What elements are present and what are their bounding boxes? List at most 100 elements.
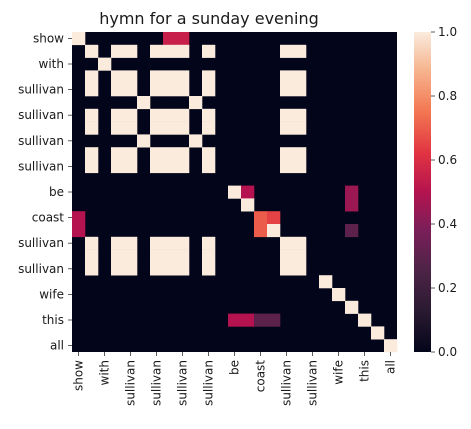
heatmap-cell [280,160,294,174]
heatmap-cell [293,236,307,250]
heatmap-cell [124,70,138,84]
colorbar [414,32,431,352]
y-tick-label: this [42,313,64,327]
heatmap-cell [85,108,99,122]
x-tick-label: with [98,360,112,385]
heatmap-cell [293,262,307,276]
heatmap-cell [189,134,203,148]
heatmap-cell [293,121,307,135]
heatmap-cell [202,236,216,250]
heatmap-cell [163,83,177,97]
heatmap-cell [280,236,294,250]
heatmap-cell [293,160,307,174]
heatmap-cell [202,147,216,161]
heatmap-cell [241,313,255,327]
colorbar-tick-label: 1.0 [438,25,457,39]
heatmap-cell [150,121,164,135]
y-tick-label: sullivan [18,83,64,97]
heatmap-cell [72,211,86,225]
heatmap-cell [150,249,164,263]
heatmap-cell [163,70,177,84]
heatmap-cell [137,96,151,110]
chart-title: hymn for a sunday evening [99,9,319,28]
heatmap-cell [85,70,99,84]
heatmap-cell [124,121,138,135]
heatmap-cell [124,44,138,58]
heatmap-cell [124,83,138,97]
heatmap-cell [176,160,190,174]
colorbar-tick-label: 0.0 [438,345,457,359]
y-tick-label: sullivan [18,159,64,173]
heatmap-cell [280,83,294,97]
heatmap-cell [111,262,125,276]
heatmap-cell [124,108,138,122]
heatmap-cell [124,160,138,174]
heatmap-cell [163,44,177,58]
heatmap-cell [293,83,307,97]
heatmap-cells [72,32,398,353]
y-tick-label: sullivan [18,134,64,148]
heatmap-cell [228,185,242,199]
heatmap-cell [85,83,99,97]
x-tick-label: all [384,360,398,374]
colorbar-tick-label: 0.6 [438,153,457,167]
heatmap-cell [293,108,307,122]
heatmap-cell [85,236,99,250]
heatmap-cell [85,121,99,135]
heatmap-cell [111,160,125,174]
heatmap-cell [267,211,281,225]
heatmap-cell [98,57,112,71]
heatmap-cell [254,211,268,225]
heatmap-cell [85,147,99,161]
heatmap-cell [124,236,138,250]
heatmap-cell [280,147,294,161]
heatmap-cell [176,44,190,58]
heatmap-cell [202,121,216,135]
x-tick-label: sullivan [280,360,294,406]
heatmap-cell [202,83,216,97]
heatmap-cell [163,108,177,122]
heatmap-cell [150,70,164,84]
heatmap-cell [72,32,86,46]
heatmap-cell [254,313,268,327]
heatmap-cell [345,198,359,212]
colorbar-tick-label: 0.8 [438,89,457,103]
heatmap-cell [85,44,99,58]
heatmap-cell [293,70,307,84]
heatmap-cell [332,288,346,302]
heatmap-cell [176,262,190,276]
heatmap-cell [111,108,125,122]
heatmap-cell [293,44,307,58]
heatmap-cell [280,44,294,58]
x-tick-label: sullivan [306,360,320,406]
heatmap-cell [124,249,138,263]
x-tick-label: sullivan [150,360,164,406]
heatmap-cell [150,236,164,250]
y-tick-label: all [50,339,64,353]
heatmap-cell [111,249,125,263]
heatmap-cell [85,249,99,263]
y-tick-label: coast [32,211,65,225]
heatmap-cell [163,160,177,174]
heatmap-cell [124,262,138,276]
heatmap-cell [202,44,216,58]
heatmap-cell [111,236,125,250]
heatmap-cell [85,262,99,276]
heatmap-cell [163,249,177,263]
heatmap-cell [280,249,294,263]
heatmap-cell [150,108,164,122]
x-tick-labels: show with sullivan sullivan sullivan sullivan… [72,352,398,406]
heatmap-cell [202,108,216,122]
x-tick-label: sullivan [176,360,190,406]
heatmap-cell [150,147,164,161]
heatmap-cell [345,300,359,314]
heatmap-cell [176,108,190,122]
heatmap-cell [150,44,164,58]
heatmap-cell [358,313,372,327]
heatmap-cell [72,224,86,238]
heatmap-cell [228,313,242,327]
y-tick-label: wife [39,287,64,301]
heatmap-cell [280,121,294,135]
heatmap-cell [202,160,216,174]
